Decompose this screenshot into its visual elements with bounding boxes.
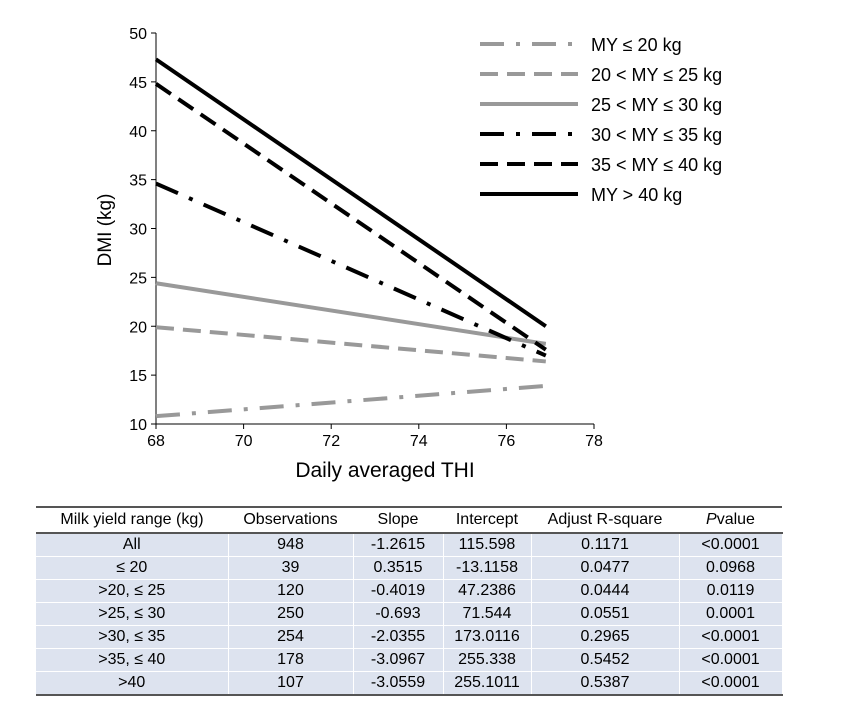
cell-intercept: 115.598 — [443, 533, 532, 557]
legend-label: 35 < MY ≤ 40 kg — [591, 155, 722, 175]
cell-observations: 178 — [228, 648, 354, 672]
dmi-thi-chart: 68 70 72 74 76 78 10 15 20 25 30 35 40 45 50 MY ≤ 20 k… — [95, 26, 722, 482]
series-line — [154, 57, 547, 328]
cell-milk-yield-range: All — [36, 533, 229, 557]
cell-milk-yield-range: ≤ 20 — [36, 556, 229, 580]
cell-milk-yield-range: >30, ≤ 35 — [36, 625, 229, 649]
series-line — [154, 82, 547, 352]
cell-adjust-r-square: 0.5387 — [531, 671, 680, 696]
cell-slope: 0.3515 — [353, 556, 444, 580]
col-adjust-r-square: Adjust R-square — [531, 506, 679, 534]
legend-label: MY > 40 kg — [591, 185, 682, 205]
legend-label: 30 < MY ≤ 35 kg — [591, 125, 722, 145]
x-tick-label: 78 — [585, 433, 603, 450]
cell-milk-yield-range: >40 — [36, 671, 229, 696]
y-tick-label: 40 — [129, 124, 147, 141]
cell-p-value: <0.0001 — [679, 671, 783, 696]
table-row: >30, ≤ 35 254 -2.0355 173.0116 0.2965 <0.0001 — [36, 625, 783, 649]
table-header-row: Milk yield range (kg) Observations Slope… — [36, 506, 782, 534]
col-milk-yield-range: Milk yield range (kg) — [36, 506, 228, 534]
series-line — [155, 281, 547, 346]
cell-observations: 948 — [228, 533, 354, 557]
cell-observations: 39 — [228, 556, 354, 580]
cell-slope: -1.2615 — [353, 533, 444, 557]
table-row: >25, ≤ 30 250 -0.693 71.544 0.0551 0.0001 — [36, 602, 783, 626]
cell-intercept: 71.544 — [443, 602, 532, 626]
cell-milk-yield-range: >20, ≤ 25 — [36, 579, 229, 603]
col-observations: Observations — [228, 506, 353, 534]
table-row: All 948 -1.2615 115.598 0.1171 <0.0001 — [36, 533, 783, 557]
x-tick-label: 76 — [498, 433, 516, 450]
cell-milk-yield-range: >25, ≤ 30 — [36, 602, 229, 626]
y-tick-label: 30 — [129, 222, 147, 239]
p-symbol: P — [706, 511, 717, 528]
chart-ticks: 68 70 72 74 76 78 10 15 20 25 30 35 40 45 50 — [129, 26, 603, 450]
x-tick-label: 68 — [147, 433, 165, 450]
cell-intercept: 255.338 — [443, 648, 532, 672]
series-line — [155, 325, 546, 364]
col-intercept: Intercept — [443, 506, 531, 534]
series-line — [155, 383, 546, 419]
cell-observations: 107 — [228, 671, 354, 696]
x-axis-label: Daily averaged THI — [295, 459, 474, 482]
y-tick-label: 50 — [129, 26, 147, 43]
cell-intercept: 47.2386 — [443, 579, 532, 603]
cell-p-value: <0.0001 — [679, 533, 783, 557]
y-axis-label: DMI (kg) — [95, 194, 116, 267]
cell-intercept: -13.1158 — [443, 556, 532, 580]
cell-p-value: 0.0119 — [679, 579, 783, 603]
cell-milk-yield-range: >35, ≤ 40 — [36, 648, 229, 672]
y-tick-label: 25 — [129, 270, 147, 287]
chart-legend: MY ≤ 20 kg 20 < MY ≤ 25 kg 25 < MY ≤ 30 kg… — [480, 35, 722, 205]
y-tick-label: 35 — [129, 173, 147, 190]
table-row: >35, ≤ 40 178 -3.0967 255.338 0.5452 <0.0001 — [36, 648, 783, 672]
cell-observations: 120 — [228, 579, 354, 603]
legend-label: 25 < MY ≤ 30 kg — [591, 95, 722, 115]
cell-observations: 250 — [228, 602, 354, 626]
cell-slope: -0.4019 — [353, 579, 444, 603]
x-tick-label: 72 — [322, 433, 340, 450]
cell-adjust-r-square: 0.5452 — [531, 648, 680, 672]
p-value-word: value — [716, 511, 755, 528]
col-p-value: Pvalue — [679, 506, 782, 534]
cell-p-value: <0.0001 — [679, 648, 783, 672]
y-tick-label: 15 — [129, 368, 147, 385]
legend-label: MY ≤ 20 kg — [591, 35, 682, 55]
legend-label: 20 < MY ≤ 25 kg — [591, 65, 722, 85]
chart-axes — [155, 33, 594, 425]
regression-table-wrap: Milk yield range (kg) Observations Slope… — [36, 506, 783, 696]
cell-intercept: 255.1011 — [443, 671, 532, 696]
x-tick-label: 74 — [410, 433, 428, 450]
y-tick-label: 45 — [129, 75, 147, 92]
cell-slope: -0.693 — [353, 602, 444, 626]
cell-adjust-r-square: 0.2965 — [531, 625, 680, 649]
chart-series-lines — [154, 57, 547, 419]
cell-p-value: <0.0001 — [679, 625, 783, 649]
x-tick-label: 70 — [235, 433, 253, 450]
y-tick-label: 20 — [129, 319, 147, 336]
cell-adjust-r-square: 0.1171 — [531, 533, 680, 557]
series-line — [155, 181, 547, 358]
table-row: ≤ 20 39 0.3515 -13.1158 0.0477 0.0968 — [36, 556, 783, 580]
cell-slope: -3.0559 — [353, 671, 444, 696]
regression-table: Milk yield range (kg) Observations Slope… — [36, 506, 783, 696]
cell-adjust-r-square: 0.0444 — [531, 579, 680, 603]
col-slope: Slope — [353, 506, 443, 534]
cell-p-value: 0.0001 — [679, 602, 783, 626]
cell-p-value: 0.0968 — [679, 556, 783, 580]
cell-slope: -3.0967 — [353, 648, 444, 672]
cell-observations: 254 — [228, 625, 354, 649]
table-body: All 948 -1.2615 115.598 0.1171 <0.0001 ≤ 20 39 0… — [36, 533, 783, 696]
cell-adjust-r-square: 0.0477 — [531, 556, 680, 580]
table-row: >20, ≤ 25 120 -0.4019 47.2386 0.0444 0.0119 — [36, 579, 783, 603]
table-row: >40 107 -3.0559 255.1011 0.5387 <0.0001 — [36, 671, 783, 696]
cell-adjust-r-square: 0.0551 — [531, 602, 680, 626]
cell-slope: -2.0355 — [353, 625, 444, 649]
y-tick-label: 10 — [129, 417, 147, 434]
cell-intercept: 173.0116 — [443, 625, 532, 649]
